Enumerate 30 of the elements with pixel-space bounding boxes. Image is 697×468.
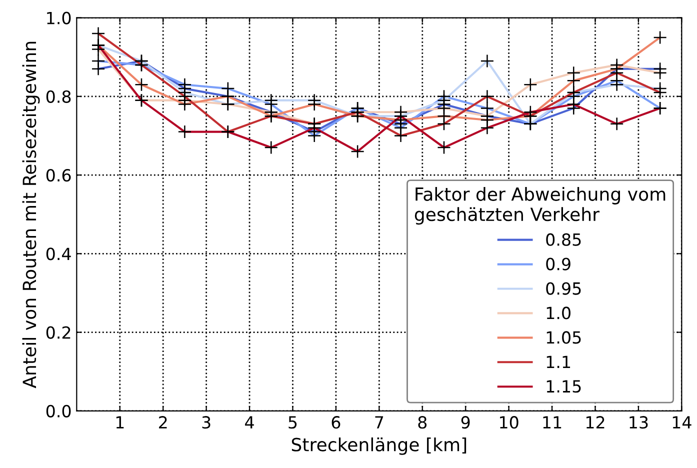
legend-label: 0.85 <box>546 233 581 246</box>
x-tick-label: 10 <box>500 416 518 429</box>
x-tick-label: 6 <box>332 416 340 429</box>
x-tick-label: 5 <box>288 416 297 429</box>
legend-label: 1.15 <box>546 380 581 393</box>
x-tick-label: 14 <box>672 416 692 428</box>
x-tick-label: 7 <box>375 416 384 428</box>
x-tick-label: 13 <box>630 416 648 429</box>
x-tick-label: 11 <box>543 416 562 428</box>
x-axis-title: Streckenlänge [km] <box>292 437 466 455</box>
legend-title: Faktor der Abweichung vom geschätzten Verkehr <box>414 186 666 225</box>
x-tick-label: 1 <box>116 416 124 428</box>
x-tick-label: 9 <box>461 416 470 429</box>
legend-label: 1.0 <box>546 306 570 320</box>
y-tick-label: 0.6 <box>46 168 71 182</box>
y-tick-label: 1.0 <box>47 12 71 24</box>
x-tick-label: 8 <box>418 416 427 429</box>
legend-label: 1.1 <box>546 356 570 368</box>
legend-label: 0.9 <box>546 258 570 270</box>
x-tick-label: 3 <box>202 416 210 429</box>
legend-label: 1.05 <box>546 331 581 344</box>
legend-label: 0.95 <box>546 282 581 295</box>
x-tick-label: 2 <box>159 416 167 428</box>
x-tick-label: 12 <box>586 416 604 428</box>
y-tick-label: 0.0 <box>46 404 71 418</box>
y-tick-label: 0.2 <box>46 326 70 339</box>
x-tick-label: 4 <box>245 416 254 428</box>
y-tick-label: 0.8 <box>46 90 71 103</box>
y-tick-label: 0.4 <box>46 248 71 260</box>
y-axis-title: Anteil von Routen mit Reisezeitgewinn <box>22 42 40 388</box>
